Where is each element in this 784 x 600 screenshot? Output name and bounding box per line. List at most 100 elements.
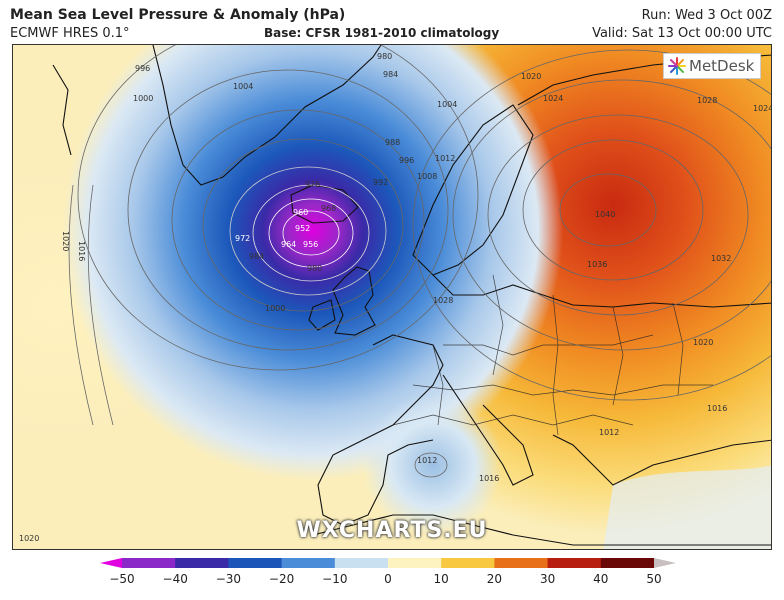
border-line <box>443 334 654 356</box>
mediterranean-low-anomaly <box>13 45 771 549</box>
border-line <box>432 344 444 426</box>
isobar-label: 1040 <box>595 210 615 219</box>
isobar-label: 996 <box>399 156 414 165</box>
border-line <box>492 274 504 376</box>
colorbar-tick-label: 40 <box>593 572 609 586</box>
isobar-label: 1016 <box>479 474 499 483</box>
isobar-label: 1024 <box>543 94 563 103</box>
isobar-label: 1008 <box>417 172 437 181</box>
isobar-label: 1032 <box>711 254 731 263</box>
isobar-984 <box>202 138 404 312</box>
isobar-label: 1012 <box>417 456 437 465</box>
isobar-label: 952 <box>295 224 310 233</box>
isobar-968 <box>252 184 370 282</box>
isobar-1032 <box>487 114 749 316</box>
colorbar-tick-label: −40 <box>162 572 188 586</box>
colorbar-segment <box>600 558 655 568</box>
metdesk-logo-text: MetDesk <box>689 57 755 75</box>
isobar-label: 980 <box>307 264 322 273</box>
colorbar-tick-label: −50 <box>109 572 135 586</box>
isobar-1036 <box>522 139 704 281</box>
scandinavia-coast <box>412 104 534 276</box>
isobar-label: 1016 <box>77 241 86 261</box>
isobar-label: 964 <box>281 240 296 249</box>
isobar-labels: 996 980 984 1000 1004 1004 1020 1016 976… <box>19 52 772 543</box>
colorbar-min-arrow <box>100 558 122 568</box>
isobar-label: 1020 <box>693 338 713 347</box>
isobar-label: 1024 <box>753 104 772 113</box>
valid-time-label: Valid: Sat 13 Oct 00:00 UTC <box>592 26 772 41</box>
colorbar-tick-label: −10 <box>322 572 348 586</box>
isobar-960 <box>268 198 354 268</box>
border-line <box>392 414 634 426</box>
ireland-coast <box>308 299 336 331</box>
balkans-turkey-coast <box>552 434 771 486</box>
isobar-label: 992 <box>373 178 388 187</box>
baltic-plain-line <box>432 274 771 308</box>
border-line <box>552 294 559 436</box>
chart-title: Mean Sea Level Pressure & Anomaly (hPa) <box>10 7 346 23</box>
colorbar-segment <box>547 558 602 568</box>
isobars <box>68 45 771 478</box>
isobar-1040 <box>559 173 657 247</box>
border-line <box>612 306 624 406</box>
isobar-label: 1020 <box>61 231 70 251</box>
wxcharts-watermark: WXCHARTS.EU <box>296 518 488 543</box>
colorbar-segment <box>388 558 442 568</box>
colorbar-tick-label: 10 <box>433 572 449 586</box>
anomaly-colorbar <box>100 558 676 568</box>
colorbar-tick-label: −30 <box>215 572 242 586</box>
baffin-coast <box>52 64 72 156</box>
isobar-label: 980 <box>377 52 392 61</box>
colorbar-segment <box>228 558 283 568</box>
isobar-label: 1028 <box>433 296 453 305</box>
colorbar-segment <box>281 558 336 568</box>
colorbar-segment <box>494 558 549 568</box>
isobar-label: 1004 <box>437 100 457 109</box>
isobar-1012-med <box>414 452 448 478</box>
isobar-label: 1028 <box>697 96 717 105</box>
isobar-label: 1004 <box>233 82 253 91</box>
southeast-pale-area <box>603 465 771 549</box>
isobar-1000 <box>127 69 449 351</box>
isobar-label: 1016 <box>707 404 727 413</box>
isobar-label: 996 <box>135 64 150 73</box>
isobar-label: 988 <box>385 138 400 147</box>
metdesk-logo: MetDesk <box>663 53 761 79</box>
pressure-anomaly-map: 996 980 984 1000 1004 1004 1020 1016 976… <box>12 44 772 550</box>
isobar-label: 984 <box>249 252 264 261</box>
isobar-1008 <box>77 45 479 371</box>
isobar-label: 960 <box>293 208 308 217</box>
isobar-1020-west <box>68 184 94 426</box>
colorbar-segment <box>334 558 389 568</box>
isobar-976 <box>229 166 387 296</box>
country-borders <box>392 274 713 436</box>
base-climatology-label: Base: CFSR 1981-2010 climatology <box>264 26 500 40</box>
colorbar-segment <box>122 558 176 568</box>
north-africa-coast <box>312 514 771 546</box>
isobar-label: 1000 <box>265 304 285 313</box>
colorbar-tick-label: −20 <box>268 572 295 586</box>
colorbar-tick-labels: −50 −40 −30 −20 −10 0 10 20 30 40 50 <box>100 572 676 588</box>
colorbar-max-arrow <box>654 558 676 568</box>
isobar-label: 1000 <box>133 94 153 103</box>
model-label: ECMWF HRES 0.1° <box>10 26 130 41</box>
colorbar-segments <box>122 558 655 568</box>
isobar-1016-west <box>87 184 114 426</box>
map-canvas: 996 980 984 1000 1004 1004 1020 1016 976… <box>13 45 772 549</box>
colorbar-segment <box>175 558 229 568</box>
metdesk-logo-icon <box>668 57 686 75</box>
isobar-1028 <box>452 79 771 351</box>
border-line <box>672 302 684 396</box>
isobar-label: 968 <box>321 204 336 213</box>
isobar-label: 1012 <box>435 154 455 163</box>
isobar-label: 976 <box>305 180 320 189</box>
colorbar-tick-label: 30 <box>539 572 556 586</box>
colorbar-tick-label: 0 <box>384 572 392 586</box>
isobar-label: 984 <box>383 70 398 79</box>
isobar-992 <box>171 109 425 331</box>
isobar-label: 972 <box>235 234 250 243</box>
isobar-1024 <box>412 49 771 401</box>
colorbar-segment <box>441 558 495 568</box>
isobar-label: 956 <box>303 240 318 249</box>
